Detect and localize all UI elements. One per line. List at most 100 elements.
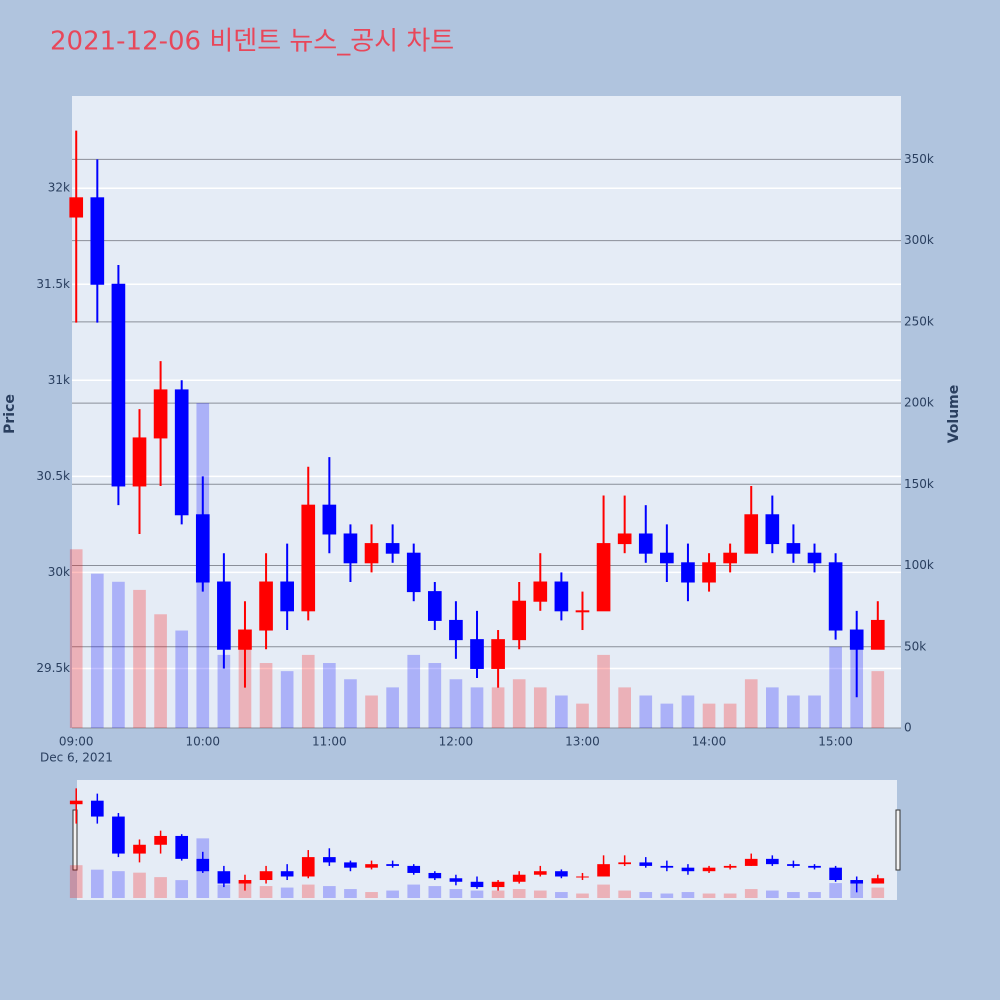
candle-body [406,552,421,593]
x-tick-label: 11:00 [312,735,347,749]
volume-bar [660,703,674,728]
volume-bar [449,679,463,728]
slider-volume-bar [217,884,231,898]
volume-bar [154,614,167,728]
slider-candle-body [344,862,357,868]
volume-bar [133,589,146,728]
slider-volume-bar [175,880,189,898]
range-handle-right[interactable] [895,809,901,871]
slider-volume-bar [555,892,568,898]
volume-bar [217,654,231,728]
volume-bar [639,695,653,728]
volume-bar [512,679,526,728]
candle-body [280,581,294,612]
slider-candle-body [639,862,653,866]
candle-body [786,543,801,554]
slider-volume-bar [533,890,547,898]
volume-bar [597,654,610,728]
volume-bar [787,695,800,728]
candle-body [427,591,442,621]
volume-bar [428,663,442,728]
candle-body [660,552,674,564]
y-tick-label: 29.5k [36,661,70,675]
x-tick-label: 15:00 [818,735,853,749]
slider-candle-body [90,800,104,817]
volume-bar [365,695,378,728]
slider-volume-bar [323,886,336,898]
volume-bar [576,703,589,728]
candle-body [132,437,147,487]
volume-bar [702,703,716,728]
candle-body [174,389,189,516]
slider-volume-bar [154,877,167,898]
slider-volume-bar [259,886,273,898]
slider-volume-bar [449,889,463,898]
slider-volume-bar [512,889,526,898]
slider-candle-body [808,865,821,868]
candle-body [723,552,737,564]
candle-body [849,629,864,650]
slider-volume-bar [280,887,294,898]
y-tick-label: 31.5k [36,277,70,291]
y-axis-title: Price [2,394,18,434]
slider-candle-body [323,857,336,863]
range-handle-left[interactable] [72,809,78,871]
slider-candle-body [744,858,758,866]
volume-bar [723,703,737,728]
volume-bar [555,695,568,728]
slider-candle-body [765,858,779,865]
slider-candle-body [491,881,505,888]
slider-candle-body [175,835,189,859]
candle-body [617,533,632,545]
candle-body [491,639,505,669]
slider-candle-body [133,844,146,854]
volume-bar [112,581,125,728]
slider-candle-body [723,865,737,868]
slider-volume-bar [639,892,653,898]
x-date-label: Dec 6, 2021 [40,751,113,765]
volume-bar [259,663,273,728]
candle-body [681,562,695,583]
slider-candle-body [576,876,589,878]
slider-volume-bar [344,889,357,898]
slider-volume-bar [491,890,505,898]
range-slider[interactable] [77,780,897,900]
volume-bar [491,687,505,728]
volume-bar [280,671,294,728]
candle-body [512,600,527,641]
slider-candle-body [217,871,231,884]
slider-volume-bar [744,889,758,898]
candle-body [807,552,822,564]
candle-body [90,197,105,285]
candle-body [195,514,210,583]
candle-body [638,533,653,554]
slider-volume-bar [787,892,800,898]
slider-volume-bar [301,884,315,898]
candle-body [343,533,358,564]
y2-tick-label: 350k [904,152,934,166]
volume-bar [69,549,83,728]
y2-axis-title: Volume [946,385,962,444]
candle-body [702,562,716,583]
slider-volume-bar [702,893,716,898]
candle-body [69,197,84,218]
slider-volume-bar [365,892,378,898]
slider-candle-body [69,800,83,805]
slider-volume-bar [112,871,125,898]
candle-body [385,543,400,554]
slider-volume-bar [576,893,589,898]
candle-body [364,543,379,564]
candle-body [744,514,759,554]
candle-body [238,629,252,650]
slider-candle-body [407,865,421,873]
slider-candle-body [512,874,526,882]
x-tick-label: 12:00 [439,735,474,749]
slider-candle-body [681,867,695,872]
candle-body [596,543,611,612]
y-tick-label: 30.5k [36,469,70,483]
candle-body [533,581,548,602]
slider-candle-body [112,816,125,854]
volume-bar [344,679,357,728]
volume-bar [175,630,189,728]
y2-tick-label: 0 [904,721,912,735]
